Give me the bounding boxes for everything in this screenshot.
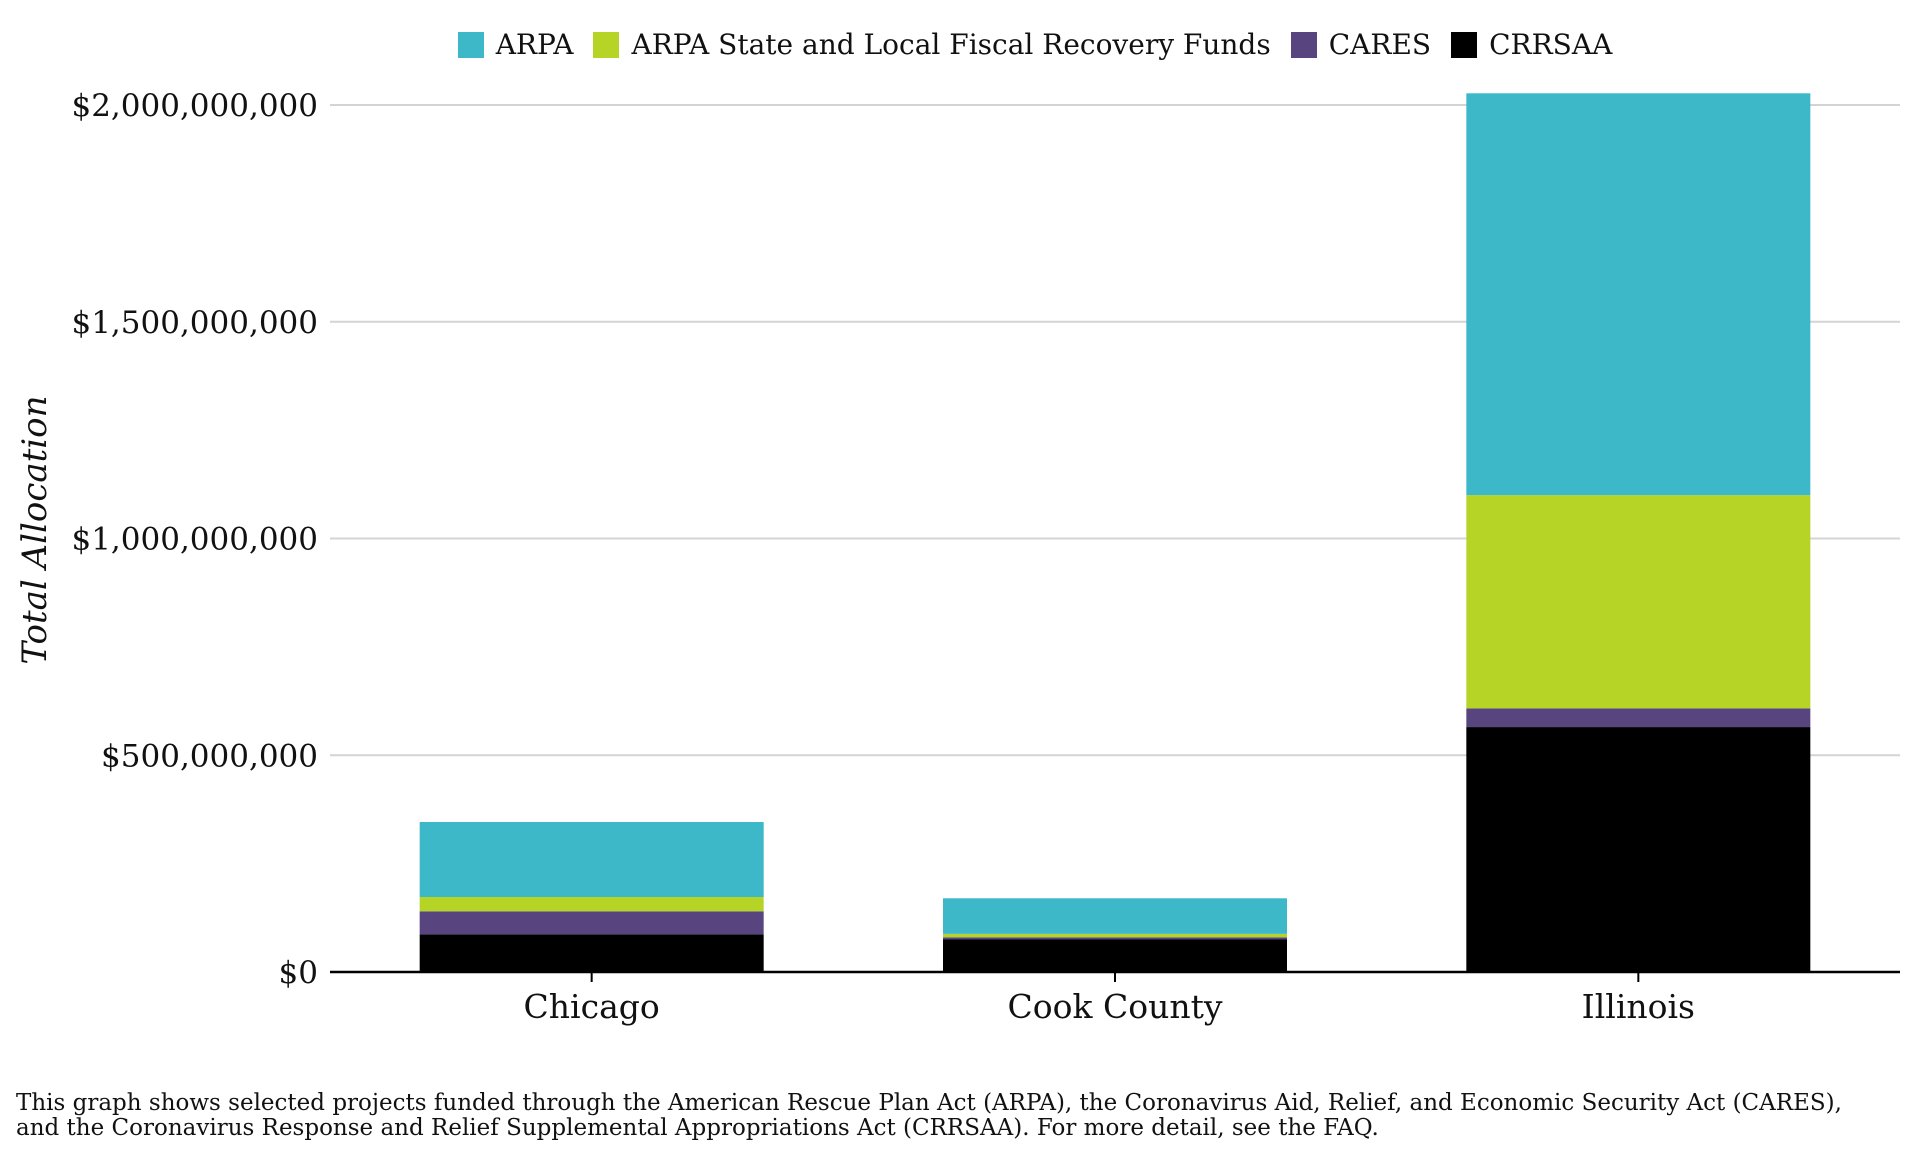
y-axis-title: Total Allocation (15, 395, 55, 665)
bar-chicago-cares[interactable] (419, 911, 764, 935)
legend-swatch (1290, 31, 1317, 58)
bar-cook-county-arpa-state-and-local-fiscal-recovery-funds[interactable] (943, 933, 1287, 938)
y-tick-label: $500,000,000 (101, 738, 318, 774)
legend-label: ARPA State and Local Fiscal Recovery Fun… (631, 28, 1271, 61)
legend-label: CARES (1328, 28, 1432, 61)
bar-cook-county-cares[interactable] (943, 937, 1287, 940)
y-tick-label: $2,000,000,000 (71, 88, 318, 124)
y-tick-label: $1,000,000,000 (71, 522, 318, 558)
legend-item-cares[interactable]: CARES (1290, 28, 1432, 61)
legend-label: CRRSAA (1489, 28, 1613, 61)
axis-layer: $0 $500,000,000 $1,000,000,000 $1,500,000,0… (71, 88, 1900, 1026)
bar-illinois-cares[interactable] (1466, 708, 1811, 728)
bar-illinois-crrsaa[interactable] (1466, 727, 1811, 972)
legend-label: ARPA (495, 28, 574, 61)
legend-swatch (457, 31, 484, 58)
bar-illinois-arpa-state-and-local-fiscal-recovery-funds[interactable] (1466, 495, 1811, 709)
bar-chicago-crrsaa[interactable] (419, 934, 764, 972)
caption-line-1: This graph shows selected projects funde… (16, 1090, 1842, 1116)
bar-chicago-arpa-state-and-local-fiscal-recovery-funds[interactable] (419, 897, 764, 912)
x-tick-label: Illinois (1582, 987, 1695, 1026)
legend-item-arpa[interactable]: ARPA (457, 28, 574, 61)
bar-cook-county-arpa[interactable] (943, 898, 1287, 934)
bar-illinois-arpa[interactable] (1466, 93, 1811, 496)
x-tick-label: Chicago (524, 987, 660, 1026)
legend-item-arpa-state-and-local-fiscal-recovery-funds[interactable]: ARPA State and Local Fiscal Recovery Fun… (593, 28, 1271, 61)
y-tick-label: $0 (279, 955, 318, 991)
y-tick-label: $1,500,000,000 (71, 305, 318, 341)
bars-layer (419, 93, 1811, 972)
legend-swatch (1451, 31, 1478, 58)
bar-chicago-arpa[interactable] (419, 822, 764, 898)
bar-cook-county-crrsaa[interactable] (943, 939, 1287, 972)
x-tick-label: Cook County (1008, 987, 1223, 1026)
caption-line-2: and the Coronavirus Response and Relief … (16, 1115, 1379, 1141)
legend-swatch (593, 31, 620, 58)
legend-item-crrsaa[interactable]: CRRSAA (1451, 28, 1612, 61)
chart-caption: This graph shows selected projects funde… (16, 1091, 1896, 1141)
legend: ARPA ARPA State and Local Fiscal Recovery… (0, 28, 1920, 61)
